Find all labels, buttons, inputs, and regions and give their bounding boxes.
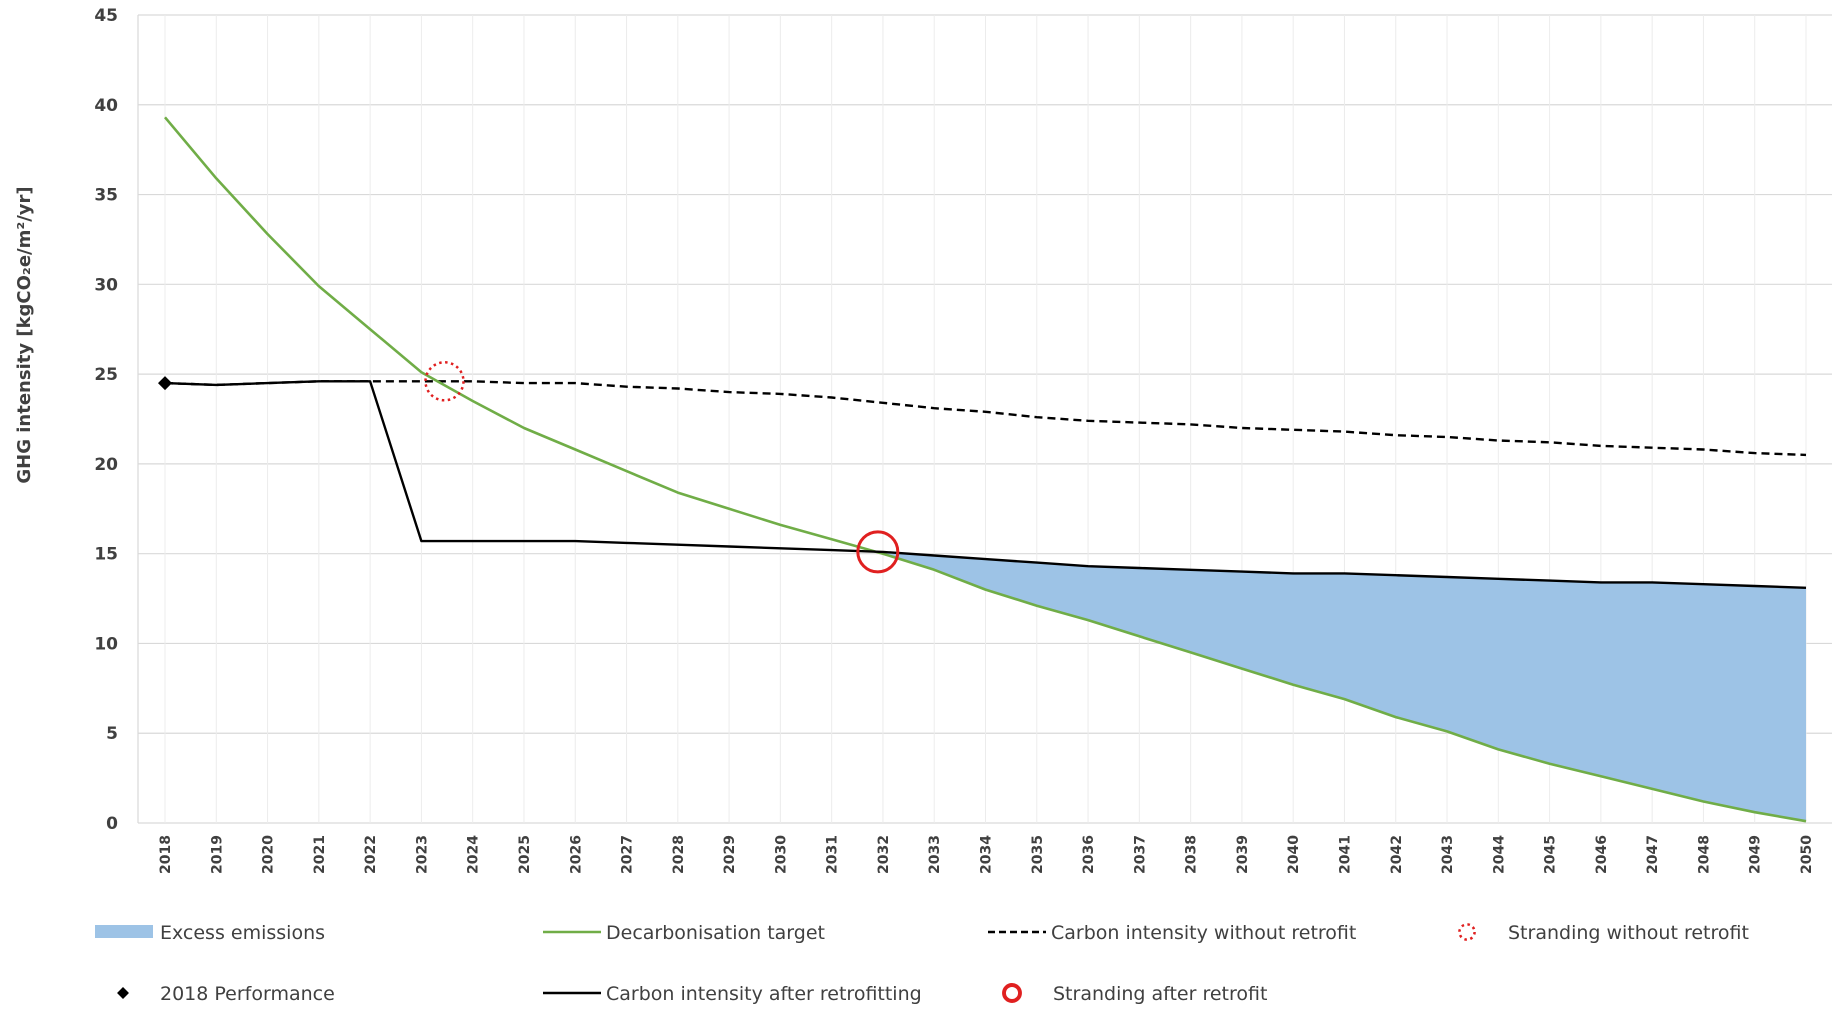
legend-label-carbon-intensity-without-retrofit: Carbon intensity without retrofit xyxy=(1051,922,1356,944)
legend-swatch-excess-emissions xyxy=(95,925,153,938)
legend-swatch-stranding-after-retrofit xyxy=(1002,983,1022,1003)
y-tick-label: 35 xyxy=(94,186,118,206)
x-tick-label: 2039 xyxy=(1235,835,1251,874)
y-tick-label: 45 xyxy=(94,6,118,26)
legend-label-carbon-intensity-after-retrofitting: Carbon intensity after retrofitting xyxy=(606,983,922,1005)
legend-label-excess-emissions: Excess emissions xyxy=(160,922,325,944)
x-tick-label: 2031 xyxy=(825,835,841,874)
x-tick-label: 2028 xyxy=(671,835,687,874)
legend: Excess emissions Decarbonisation target Ca… xyxy=(95,922,1749,1005)
x-tick-label: 2036 xyxy=(1081,835,1097,874)
stranding-without-retrofit-marker xyxy=(424,361,465,402)
x-tick-label: 2035 xyxy=(1030,835,1046,874)
x-tick-label: 2023 xyxy=(414,835,430,874)
markers-layer xyxy=(158,361,900,574)
legend-entry-2018-performance: 2018 Performance xyxy=(117,983,335,1005)
x-tick-label: 2032 xyxy=(876,835,892,874)
x-tick-label: 2034 xyxy=(979,835,995,874)
y-tick-label: 20 xyxy=(94,455,118,475)
y-tick-label: 40 xyxy=(94,96,118,116)
y-tick-label: 15 xyxy=(94,545,118,565)
x-tick-label: 2025 xyxy=(517,835,533,874)
y-tick-label: 10 xyxy=(94,634,118,654)
excess-emissions-layer xyxy=(882,551,1806,822)
legend-label-stranding-without-retrofit: Stranding without retrofit xyxy=(1508,922,1749,944)
y-tick-label: 5 xyxy=(106,724,118,744)
x-tick-label: 2037 xyxy=(1132,835,1148,874)
x-tick-label: 2033 xyxy=(927,835,943,874)
x-tick-label: 2027 xyxy=(620,835,636,874)
x-tick-label: 2026 xyxy=(568,835,584,874)
y-tick-label: 30 xyxy=(94,275,118,295)
x-tick-label: 2018 xyxy=(158,835,174,874)
x-tick-label: 2024 xyxy=(466,835,482,874)
x-tick-label: 2041 xyxy=(1337,835,1353,874)
excess-emissions-area xyxy=(882,551,1806,822)
x-tick-label: 2029 xyxy=(722,835,738,874)
legend-label-decarbonisation-target: Decarbonisation target xyxy=(606,922,825,944)
carbon-intensity-after-retrofitting-line xyxy=(164,380,1807,589)
x-tick-label: 2020 xyxy=(261,835,277,874)
legend-entry-stranding-after-retrofit: Stranding after retrofit xyxy=(1002,983,1267,1005)
legend-entry-stranding-without-retrofit: Stranding without retrofit xyxy=(1458,922,1749,944)
x-tick-label: 2049 xyxy=(1748,835,1764,874)
stranding-after-retrofit-marker xyxy=(856,530,900,574)
y-tick-label: 0 xyxy=(106,814,118,834)
series-layer xyxy=(164,116,1807,823)
y-tick-label: 25 xyxy=(94,365,118,385)
x-tick-label: 2022 xyxy=(363,835,379,874)
x-tick-label: 2046 xyxy=(1594,835,1610,874)
legend-entry-excess-emissions: Excess emissions xyxy=(95,922,325,944)
x-tick-label: 2042 xyxy=(1389,835,1405,874)
x-tick-label: 2044 xyxy=(1491,835,1507,874)
y-axis-label: GHG intensity [kgCO₂e/m²/yr] xyxy=(14,186,35,483)
x-tick-label: 2043 xyxy=(1440,835,1456,874)
legend-entry-carbon-intensity-without-retrofit: Carbon intensity without retrofit xyxy=(988,922,1356,944)
x-tick-label: 2048 xyxy=(1696,835,1712,874)
x-tick-label: 2050 xyxy=(1799,835,1815,874)
x-tick-label: 2040 xyxy=(1286,835,1302,874)
decarbonisation-target-line xyxy=(164,116,1807,823)
x-tick-label: 2038 xyxy=(1184,835,1200,874)
x-tick-label: 2019 xyxy=(209,835,225,874)
x-tick-label: 2045 xyxy=(1543,835,1559,874)
2018-performance-marker xyxy=(158,376,172,391)
x-tick-label: 2030 xyxy=(773,835,789,874)
legend-swatch-stranding-without-retrofit xyxy=(1458,923,1476,941)
legend-label-2018-performance: 2018 Performance xyxy=(160,983,335,1005)
x-tick-label: 2047 xyxy=(1645,835,1661,874)
legend-entry-carbon-intensity-after-retrofitting: Carbon intensity after retrofitting xyxy=(543,983,922,1005)
legend-entry-decarbonisation-target: Decarbonisation target xyxy=(543,922,825,944)
legend-label-stranding-after-retrofit: Stranding after retrofit xyxy=(1053,983,1267,1005)
x-tick-label: 2021 xyxy=(312,835,328,874)
legend-swatch-2018-performance xyxy=(117,987,129,999)
